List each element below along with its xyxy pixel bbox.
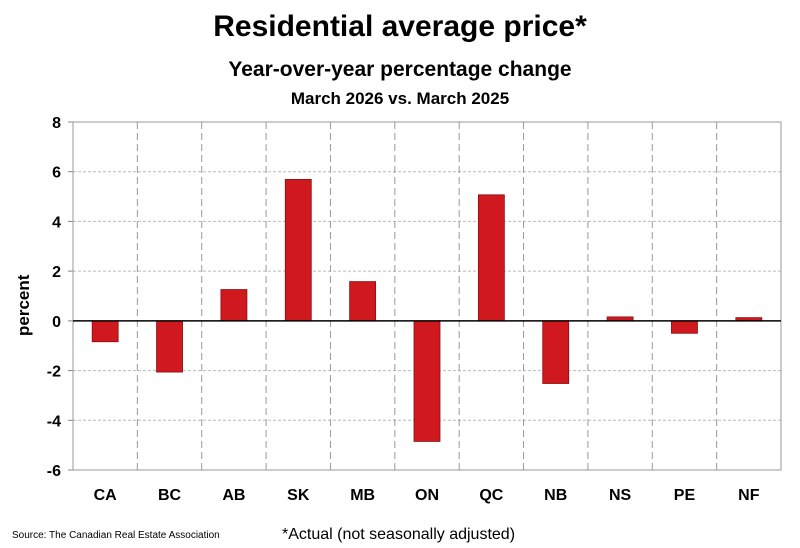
x-tick-label: PE: [674, 487, 696, 504]
x-tick-label: SK: [287, 487, 310, 504]
bar-SK: [284, 179, 312, 322]
x-tick-label: MB: [350, 487, 375, 504]
bar-AB: [220, 289, 248, 322]
x-tick-label: AB: [222, 487, 245, 504]
x-tick-label: NS: [609, 487, 632, 504]
x-tick-label: NF: [738, 487, 760, 504]
chart-title: Residential average price*: [213, 10, 587, 43]
plot-border: [72, 121, 782, 471]
bar-PE: [671, 320, 698, 334]
bar-NB: [542, 320, 570, 384]
bar-QC: [477, 194, 505, 322]
y-tick-label: 8: [52, 115, 61, 132]
bar-MB: [349, 281, 377, 322]
footnote: *Actual (not seasonally adjusted): [282, 526, 516, 543]
y-tick-label: 0: [52, 314, 61, 331]
bar-BC: [156, 320, 183, 373]
y-tick-label: -4: [47, 413, 61, 430]
y-tick-label: 2: [52, 264, 61, 281]
y-tick-label: 6: [52, 165, 61, 182]
bar-CA: [91, 320, 119, 343]
x-tick-label: BC: [158, 487, 182, 504]
x-tick-label: NB: [544, 487, 567, 504]
x-tick-label: CA: [94, 487, 118, 504]
y-tick-label: 4: [52, 214, 61, 231]
chart-subtitle: Year-over-year percentage change: [228, 58, 572, 81]
source-note: Source: The Canadian Real Estate Associa…: [12, 530, 220, 541]
y-tick-label: -6: [47, 463, 61, 480]
x-tick-label: QC: [479, 487, 503, 504]
chart-period: March 2026 vs. March 2025: [290, 89, 510, 108]
y-tick-label: -2: [47, 364, 61, 381]
bar-ON: [413, 320, 441, 442]
x-tick-label: ON: [415, 487, 439, 504]
